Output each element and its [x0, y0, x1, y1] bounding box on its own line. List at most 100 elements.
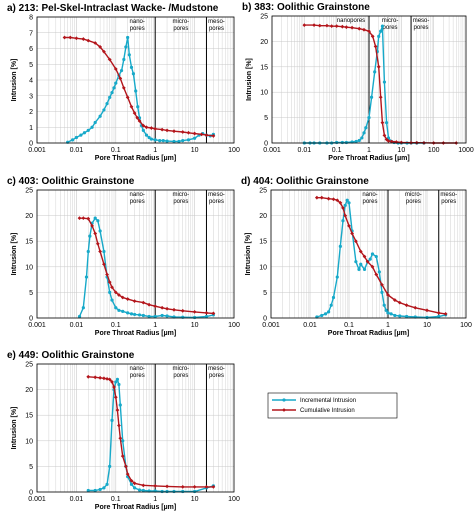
- y-tick-label: 0: [264, 141, 268, 148]
- incremental-point: [345, 198, 349, 202]
- incremental-point: [341, 219, 345, 223]
- cumulative-point: [362, 27, 366, 32]
- x-axis-label: Pore Throat Radius [µm]: [328, 155, 409, 162]
- plot-frame: [36, 16, 235, 144]
- incremental-point: [331, 295, 336, 300]
- incremental-point: [362, 131, 366, 135]
- region-label-0: nano-pores: [130, 192, 145, 205]
- cumulative-point: [180, 308, 185, 313]
- incremental-point: [172, 489, 176, 494]
- cumulative-point: [137, 119, 142, 123]
- x-tick-label: 100: [228, 147, 240, 154]
- incremental-point: [98, 114, 102, 118]
- cumulative-point: [81, 216, 86, 221]
- y-tick-label: 6: [29, 46, 33, 53]
- panel-title: d) 404: Oolithic Grainstone: [241, 176, 369, 187]
- cumulative-point: [118, 436, 123, 441]
- incremental-point: [181, 139, 185, 143]
- incremental-point: [117, 382, 121, 387]
- incremental-point: [357, 267, 361, 271]
- y-tick-label: 10: [260, 90, 268, 97]
- cumulative-point: [141, 300, 146, 305]
- cumulative-point: [132, 299, 137, 304]
- panel-c: nano-pores micro-pores meso-pores 0 5 10 15 20 2…: [7, 176, 240, 337]
- x-tick-label: 100: [460, 322, 472, 329]
- incremental-point: [121, 439, 125, 443]
- region-label-1: micro-pores: [405, 192, 422, 205]
- incremental-point: [119, 68, 124, 73]
- cumulative-point: [86, 38, 91, 43]
- incremental-point: [102, 108, 106, 112]
- cumulative-point: [192, 131, 197, 136]
- incremental-point: [364, 126, 368, 130]
- incremental-point: [437, 314, 441, 319]
- cumulative-point: [141, 123, 146, 128]
- cumulative-point: [413, 305, 418, 310]
- incremental-point: [354, 139, 358, 144]
- cumulative-point: [382, 133, 387, 138]
- cumulative-point: [397, 300, 402, 305]
- plot-frame: [36, 189, 235, 319]
- incremental-point: [149, 137, 153, 141]
- incremental-point: [81, 306, 85, 310]
- x-tick-label: 1: [153, 147, 157, 154]
- cumulative-point: [389, 139, 394, 144]
- cumulative-point: [367, 29, 371, 34]
- y-tick-label: 5: [29, 290, 33, 297]
- cumulative-point: [93, 231, 98, 236]
- incremental-point: [84, 275, 89, 279]
- cumulative-point: [105, 272, 109, 277]
- incremental-point: [110, 298, 114, 302]
- cumulative-point: [93, 41, 98, 45]
- incremental-point: [344, 140, 348, 145]
- cumulative-point: [129, 104, 134, 109]
- incremental-point: [98, 487, 102, 492]
- legend-box: [267, 392, 398, 419]
- cumulative-point: [374, 272, 379, 277]
- incremental-point: [144, 133, 149, 137]
- x-tick-label: 1: [386, 322, 390, 329]
- plot-frame: [271, 15, 467, 144]
- y-tick-label: 0: [29, 141, 33, 148]
- cumulative-point: [160, 305, 165, 310]
- y-axis-label: Intrusion [%]: [246, 58, 253, 101]
- cumulative-point: [147, 302, 151, 307]
- incremental-point: [132, 312, 137, 317]
- incremental-point: [82, 131, 87, 135]
- cumulative-point: [211, 134, 216, 138]
- y-tick-label: 5: [29, 62, 33, 69]
- incremental-point: [181, 489, 185, 494]
- cumulative-point: [102, 49, 106, 54]
- x-tick-label: 0.01: [303, 322, 317, 329]
- x-tick-label: 0.001: [28, 496, 46, 503]
- y-tick-label: 0: [263, 316, 267, 323]
- cumulative-point: [141, 483, 146, 488]
- cumulative-legend-label: Cumulative Intrusion: [300, 408, 355, 414]
- y-tick-label: 25: [25, 362, 33, 369]
- cumulative-point: [343, 213, 348, 218]
- cumulative-point: [362, 254, 367, 259]
- incremental-point: [340, 140, 344, 145]
- cumulative-point: [204, 310, 209, 315]
- cumulative-point: [172, 129, 176, 134]
- cumulative-point: [317, 23, 322, 28]
- x-tick-label: 1: [153, 322, 157, 329]
- incremental-point: [86, 249, 90, 254]
- x-tick-label: 0.001: [262, 322, 280, 329]
- incremental-point: [389, 312, 393, 316]
- cumulative-point: [436, 310, 441, 315]
- cumulative-point: [93, 375, 98, 380]
- incremental-point: [380, 290, 384, 294]
- cumulative-point: [350, 231, 354, 236]
- cumulative-point: [380, 282, 384, 287]
- incremental-point: [172, 139, 176, 144]
- x-tick-label: 0.01: [298, 147, 312, 154]
- x-tick-label: 1000: [458, 147, 474, 154]
- plot-frame: [36, 363, 235, 493]
- incremental-point: [141, 128, 145, 132]
- incremental-point: [354, 260, 358, 264]
- incremental-point: [114, 81, 118, 85]
- incremental-point: [398, 314, 402, 318]
- cumulative-point: [302, 23, 307, 28]
